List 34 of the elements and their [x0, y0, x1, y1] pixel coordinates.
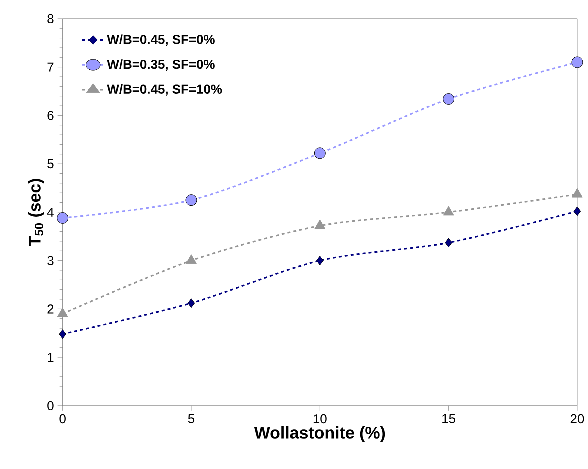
point: [186, 254, 197, 264]
y-tick-label: 6: [48, 111, 54, 120]
point: [59, 330, 66, 340]
y-tick-label: 7: [48, 62, 54, 72]
y-tick-label: 5: [48, 160, 54, 169]
point: [314, 148, 326, 160]
point: [443, 94, 455, 106]
x-tick-label: 5: [188, 414, 195, 424]
legend-label: W/B=0.45, SF=10%: [107, 84, 222, 96]
y-tick-label: 3: [48, 256, 54, 266]
point: [57, 308, 68, 318]
point: [316, 256, 324, 266]
point: [188, 298, 196, 308]
point: [574, 206, 582, 216]
point: [186, 194, 198, 206]
x-tick-label: 0: [60, 414, 66, 424]
y-tick-label: 1: [48, 353, 54, 362]
x-tick-label: 15: [442, 414, 456, 424]
point: [314, 220, 326, 230]
y-tick-label: 2: [48, 304, 54, 314]
x-tick-label: 10: [314, 414, 327, 424]
x-tick-label: 20: [570, 414, 584, 424]
point: [572, 188, 583, 198]
y-tick-label: 0: [48, 401, 54, 411]
point: [57, 212, 69, 224]
point: [443, 206, 454, 216]
y-tick-label: 4: [47, 208, 54, 218]
y-tick-label: 8: [48, 14, 54, 24]
point: [445, 238, 452, 248]
x-axis-title: Wollastonite (%): [254, 426, 386, 442]
y-axis-title: T$_{50}$ (sec): [28, 179, 44, 247]
point: [572, 56, 584, 68]
legend-label: W/B=0.45, SF=0%: [107, 34, 215, 46]
legend-label: W/B=0.35, SF=0%: [107, 60, 215, 72]
